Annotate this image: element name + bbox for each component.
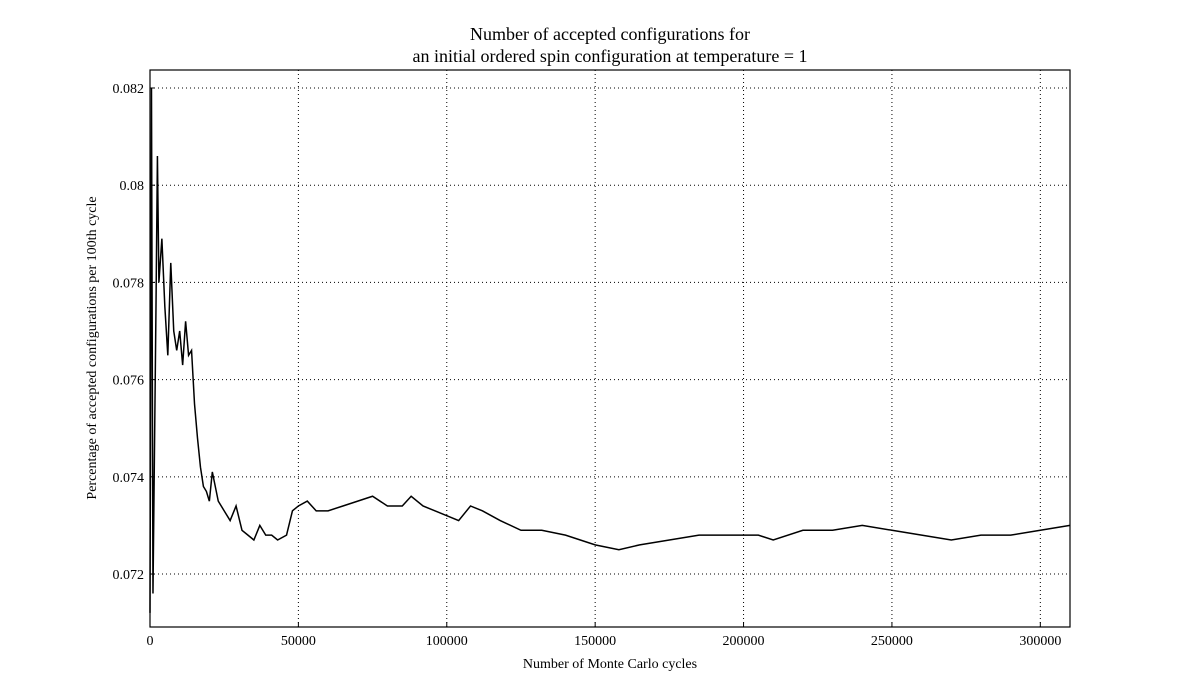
x-tick-label: 100000 bbox=[426, 634, 468, 649]
y-tick-label: 0.078 bbox=[113, 276, 145, 291]
y-axis-label: Percentage of accepted configurations pe… bbox=[85, 196, 100, 499]
y-tick-label: 0.072 bbox=[113, 568, 145, 583]
plot-frame bbox=[149, 69, 1071, 628]
x-tick-label: 200000 bbox=[723, 634, 765, 649]
x-tick-label: 150000 bbox=[574, 634, 616, 649]
x-tick-label: 250000 bbox=[871, 634, 913, 649]
y-tick-label: 0.076 bbox=[113, 374, 145, 389]
y-tick-label: 0.074 bbox=[113, 471, 145, 486]
x-axis-label: Number of Monte Carlo cycles bbox=[523, 657, 697, 672]
data-line bbox=[149, 87, 1071, 613]
y-tick-label: 0.082 bbox=[113, 82, 145, 97]
y-tick-label: 0.08 bbox=[120, 179, 145, 194]
x-tick-label: 300000 bbox=[1019, 634, 1061, 649]
chart-title: Number of accepted configurations for bbox=[470, 24, 750, 44]
x-tick-label: 50000 bbox=[281, 634, 316, 649]
chart-title: an initial ordered spin configuration at… bbox=[412, 46, 807, 66]
x-tick-label: 0 bbox=[147, 634, 154, 649]
